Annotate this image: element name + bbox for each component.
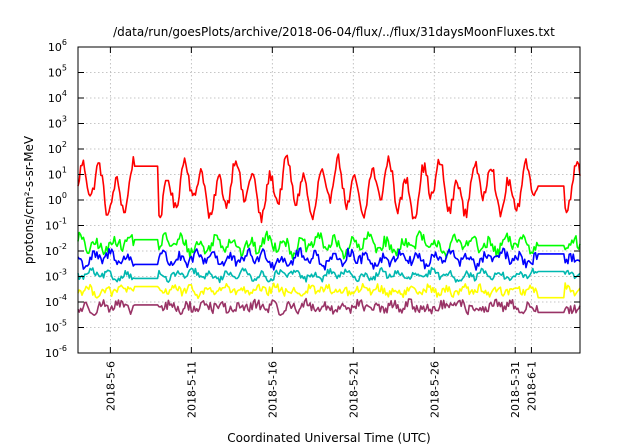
y-tick-base: 10 — [45, 220, 59, 233]
y-tick-base: 10 — [48, 169, 62, 182]
y-tick-label: 104 — [48, 89, 67, 105]
y-tick-exponent: -1 — [59, 217, 67, 226]
y-tick-base: 10 — [48, 41, 62, 54]
y-tick-exponent: 0 — [62, 191, 67, 200]
series-line — [77, 266, 581, 284]
chart-title: /data/run/goesPlots/archive/2018-06-04/f… — [113, 25, 555, 39]
y-tick-base: 10 — [48, 118, 62, 131]
y-tick-label: 100 — [48, 191, 67, 207]
plot-frame — [77, 46, 581, 354]
x-tick-label: 2018-5-6 — [104, 361, 117, 411]
y-tick-exponent: 1 — [62, 166, 67, 175]
x-tick-label: 2018-5-26 — [428, 361, 441, 418]
x-tick-label: 2018-5-11 — [185, 361, 198, 418]
y-tick-base: 10 — [48, 143, 62, 156]
y-tick-exponent: 3 — [62, 115, 67, 124]
y-tick-exponent: -5 — [59, 319, 67, 328]
y-tick-label: 106 — [48, 38, 67, 54]
y-tick-label: 103 — [48, 115, 67, 131]
y-tick-label: 10-2 — [45, 242, 67, 258]
series-line — [77, 297, 581, 317]
y-tick-label: 10-1 — [45, 217, 67, 233]
x-tick-label: 2018-5-31 — [509, 361, 522, 418]
x-tick-label: 2018-5-21 — [347, 361, 360, 418]
y-tick-base: 10 — [45, 271, 59, 284]
y-tick-label: 10-3 — [45, 268, 67, 284]
y-tick-base: 10 — [48, 67, 62, 80]
y-tick-base: 10 — [45, 245, 59, 258]
y-tick-exponent: 4 — [62, 89, 67, 98]
series-group — [77, 153, 581, 317]
series-line — [77, 282, 581, 300]
y-tick-exponent: -6 — [59, 344, 67, 353]
y-tick-label: 10-5 — [45, 319, 67, 335]
grid-lines — [78, 47, 580, 353]
x-tick-label: 2018-6-1 — [525, 361, 538, 411]
y-tick-base: 10 — [48, 194, 62, 207]
y-tick-label: 105 — [48, 64, 67, 80]
y-tick-label: 101 — [48, 166, 67, 182]
y-axis-label: protons/cm²-s-sr-MeV — [22, 135, 36, 264]
y-tick-exponent: 2 — [62, 140, 67, 149]
series-line — [77, 153, 581, 224]
y-tick-label: 10-4 — [45, 293, 67, 309]
series-line — [77, 247, 581, 271]
x-tick-label: 2018-5-16 — [266, 361, 279, 418]
y-tick-exponent: 5 — [62, 64, 67, 73]
y-tick-exponent: -2 — [59, 242, 67, 251]
y-tick-exponent: -3 — [59, 268, 67, 277]
y-tick-label: 10-6 — [45, 344, 67, 360]
y-tick-base: 10 — [45, 296, 59, 309]
x-axis-label: Coordinated Universal Time (UTC) — [227, 431, 430, 445]
y-tick-exponent: -4 — [59, 293, 67, 302]
y-tick-labels: 10-610-510-410-310-210-11001011021031041… — [45, 38, 67, 360]
y-axis-label-text: protons/cm²-s-sr-MeV — [22, 135, 36, 264]
y-tick-base: 10 — [48, 92, 62, 105]
y-tick-exponent: 6 — [62, 38, 67, 47]
y-tick-base: 10 — [45, 322, 59, 335]
x-tick-labels: 2018-5-6 2018-5-11 2018-5-16 2018-5-21 2018-… — [104, 361, 538, 418]
y-tick-label: 102 — [48, 140, 67, 156]
y-tick-base: 10 — [45, 347, 59, 360]
